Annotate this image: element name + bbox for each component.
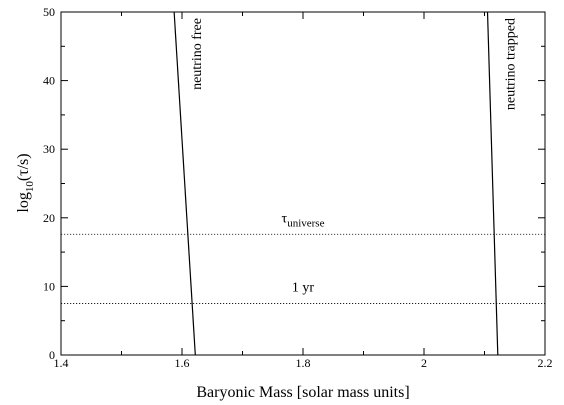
y-axis-label: log10(τ/s) <box>15 153 36 212</box>
x-axis-ticks: 1.4 1.6 1.8 2 2.2 <box>54 12 553 370</box>
x-tick-label: 2 <box>421 356 427 370</box>
y-tick-label: 10 <box>43 279 55 293</box>
x-tick-label: 1.4 <box>54 356 69 370</box>
series-label: neutrino trapped <box>504 18 519 110</box>
y-tick-label: 30 <box>43 142 55 156</box>
y-tick-label: 20 <box>43 211 55 225</box>
y-tick-label: 0 <box>49 348 55 362</box>
annotations: τuniverse 1 yr neutrino free neutrino trapp… <box>190 18 518 296</box>
y-tick-label: 40 <box>43 74 55 88</box>
series-line <box>486 11 499 356</box>
series-line <box>173 11 196 356</box>
y-tick-label: 50 <box>43 5 55 19</box>
y-axis-ticks: 0 10 20 30 40 50 <box>43 5 545 362</box>
reference-line-label: 1 yr <box>292 281 315 296</box>
x-tick-label: 1.8 <box>296 356 311 370</box>
x-tick-label: 2.2 <box>538 356 553 370</box>
series-label: neutrino free <box>190 18 205 90</box>
reference-line-label: τuniverse <box>282 211 325 229</box>
series-lines <box>173 11 499 356</box>
x-tick-label: 1.6 <box>175 356 190 370</box>
x-axis-label: Baryonic Mass [solar mass units] <box>196 384 409 401</box>
